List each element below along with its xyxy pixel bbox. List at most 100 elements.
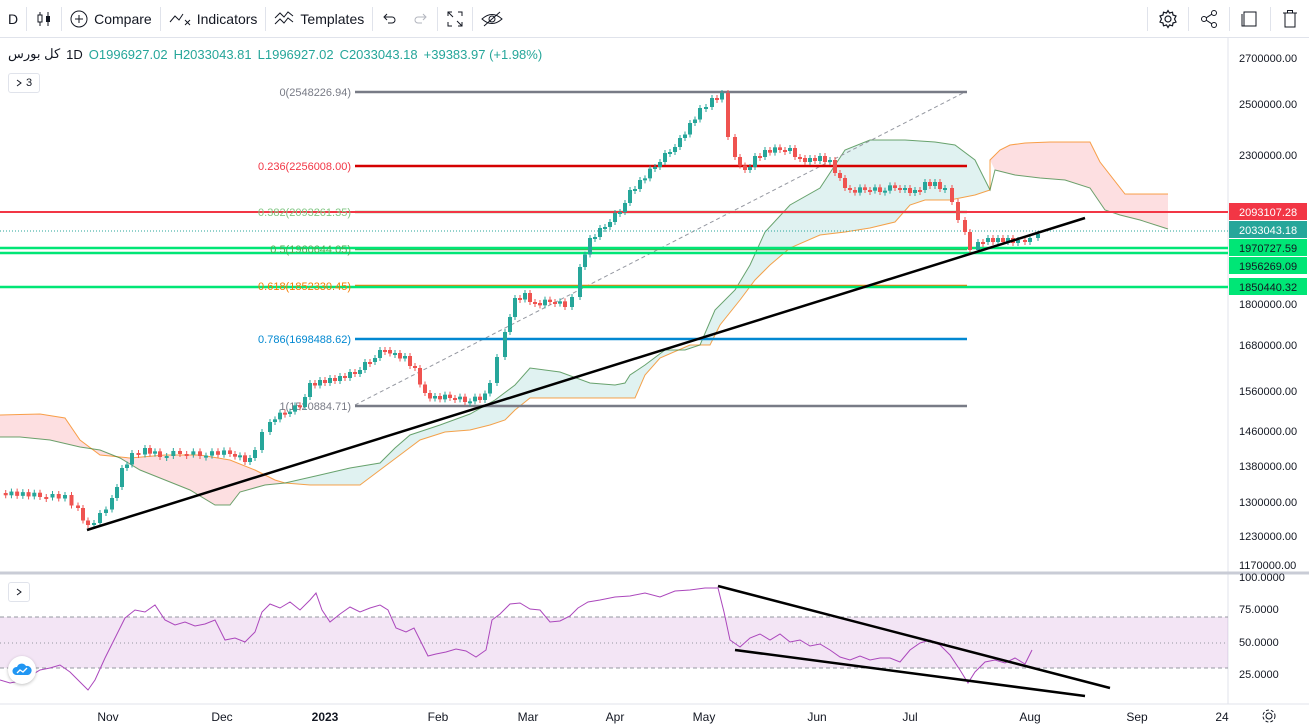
fib-label-0618: 0.618(1852330.45) [258,281,351,293]
price-badge-label: 2093107.28 [1239,207,1297,219]
candle-body [828,160,832,162]
candle-body [813,158,817,161]
symbol-name[interactable]: کل بورس [8,46,61,61]
candle-body [588,238,592,255]
legend-change: +39383.97 (+1.98%) [423,46,543,62]
candle-body [758,156,762,158]
chart-legend: کل بورس 1D O1996927.02 H2033043.81 L1996… [8,46,542,62]
time-label: Jun [807,710,826,724]
candle-body [803,158,807,162]
open-book-button[interactable] [1230,0,1270,38]
time-label: Apr [606,710,625,724]
toolbar-divider [26,6,28,31]
candle-body [313,383,317,386]
candle-body [120,468,124,487]
rsi-pane[interactable] [0,584,1228,698]
candle-body [478,396,482,400]
candle-body [603,227,607,229]
candle-body [950,188,954,202]
interval-button[interactable]: D [0,0,26,38]
candle-body [238,455,242,458]
legend-open: O1996927.02 [88,46,168,62]
candlestick-series[interactable] [3,90,1040,528]
fib-label-0382: 0.382(2093261.35) [258,207,351,219]
candle-body [398,353,402,359]
indicators-button[interactable]: Indicators [161,0,266,38]
candle-body [473,396,477,402]
rsi-trend-upper[interactable] [717,584,1111,690]
toolbar-divider [265,6,267,31]
candle-body [248,458,252,462]
time-label: Nov [97,710,118,724]
fullscreen-button[interactable] [438,0,472,38]
axis-settings-icon[interactable] [1262,709,1276,723]
legend-interval: 1D [66,46,83,62]
interval-label: D [8,10,19,27]
templates-button[interactable]: Templates [266,0,372,38]
trend-line[interactable] [86,216,1086,532]
fib-trend-dashed [354,91,966,406]
rsi-tick: 100.0000 [1239,572,1285,584]
candle-body [418,368,422,385]
candle-body [643,178,647,181]
candle-body [918,190,922,192]
redo-button[interactable] [405,0,437,38]
time-label: Dec [211,710,232,724]
plus-circle-icon [70,10,88,27]
cloud-bull-1 [285,140,990,485]
book-icon [1241,11,1257,27]
candle-body [593,237,597,239]
candle-body [443,394,447,400]
candle-body [125,464,129,468]
candle-body [986,238,990,242]
candle-body [898,188,902,190]
tradingview-logo[interactable] [8,656,36,684]
candle-body [1016,240,1020,243]
candle-body [303,397,307,407]
candle-body [968,232,972,250]
candle-body [283,412,287,415]
time-axis[interactable]: Nov Dec 2023 Feb Mar Apr May Jun Jul Aug… [97,710,1229,724]
hide-drawings-button[interactable] [473,0,511,38]
candle-body [538,303,542,306]
candle-body [720,93,724,100]
price-tick: 1380000.00 [1239,461,1297,473]
candle-body [528,293,532,302]
undo-button[interactable] [373,0,405,38]
rsi-legend-toggle[interactable] [8,582,30,602]
candle-body [583,254,587,267]
fib-label-1: 1(1520884.71) [279,401,351,413]
rsi-axis[interactable]: 100.0000 75.0000 50.0000 25.0000 [1239,572,1285,681]
price-axis[interactable]: 2700000.00 2500000.00 2300000.00 1800000… [1239,53,1297,572]
candle-body [333,378,337,381]
chart-type-button[interactable] [27,0,61,38]
candle-body [868,190,872,192]
price-chart[interactable]: 0(2548226.94) 0.236(2256008.00) 0.382(20… [0,38,1309,728]
candle-body [933,182,937,186]
fib-label-0786: 0.786(1698488.62) [258,334,351,346]
candle-body [938,182,942,189]
rsi-trend-lower[interactable] [734,648,1086,698]
settings-button[interactable] [1148,0,1188,38]
horizontal-levels[interactable] [0,211,1228,289]
candle-body [260,432,264,450]
price-tick: 1800000.00 [1239,299,1297,311]
candle-body [981,242,985,244]
candle-body [908,188,912,193]
toolbar-divider [1188,7,1189,31]
candle-body [393,353,397,355]
toolbar-divider [159,6,161,31]
candle-body [76,505,80,508]
candle-body [808,158,812,162]
legend-high: H2033043.81 [173,46,252,62]
candle-body [663,153,667,162]
fib-label-05: 0.5(1960644.05) [270,244,351,256]
indicators-collapse-button[interactable]: 3 [8,73,40,93]
candle-body [613,213,617,222]
compare-button[interactable]: Compare [62,0,160,38]
candle-body [268,422,272,432]
delete-button[interactable] [1271,0,1309,38]
share-button[interactable] [1189,0,1229,38]
candle-body [81,508,85,521]
toolbar-divider [372,6,374,31]
